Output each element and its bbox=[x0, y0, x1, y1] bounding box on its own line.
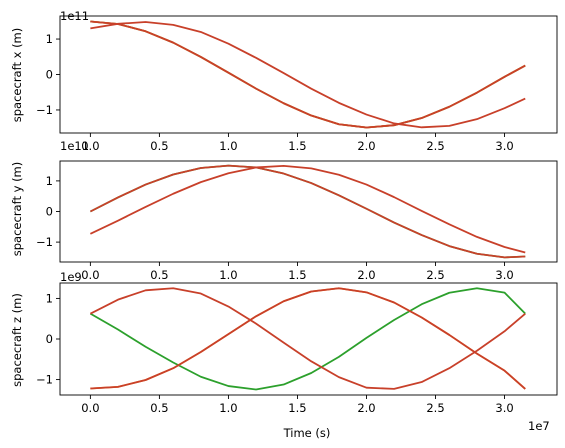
panel-2-y-axis-label: spacecraft y (m) bbox=[10, 162, 24, 256]
panel-2-x-tick-label: 2.0 bbox=[357, 268, 375, 282]
panel-3-series-group bbox=[89, 287, 526, 391]
panel-3-x-tick-label: 3.0 bbox=[495, 401, 513, 415]
panel-3-series-line-3 bbox=[89, 287, 526, 390]
panel-3-series-line-4 bbox=[90, 287, 526, 390]
panel-spacecraft-x: 0.0 0.5 1.0 1.5 2.0 2.5 3.0 −1 0 1 bbox=[36, 15, 558, 153]
panel-spacecraft-y: 0.0 0.5 1.0 1.5 2.0 2.5 3.0 −1 0 1 bbox=[36, 160, 558, 282]
panel-3-y-tick-label: 0 bbox=[46, 332, 53, 346]
panel-3-x-tick-label: 0.5 bbox=[150, 401, 168, 415]
panel-1-x-tick-label: 1.0 bbox=[219, 139, 237, 153]
panel-3-x-tick-label: 1.0 bbox=[219, 401, 237, 415]
panel-1-x-tick-label: 1.5 bbox=[288, 139, 306, 153]
panel-3-x-tick-label: 0.0 bbox=[81, 401, 99, 415]
panel-2-x-tick-label: 0.5 bbox=[150, 268, 168, 282]
panel-3-series-line-1 bbox=[89, 287, 526, 391]
panel-3-x-tick-label: 2.0 bbox=[357, 401, 375, 415]
panel-1-y-tick-label: −1 bbox=[36, 103, 53, 117]
panel-2-y-tick-label: 0 bbox=[46, 205, 53, 219]
panel-2-x-tick-label: 1.0 bbox=[219, 268, 237, 282]
panel-1-x-tick-label: 2.5 bbox=[426, 139, 444, 153]
panel-3-y-tick-label: −1 bbox=[36, 373, 53, 387]
panel-1-x-tick-label: 2.0 bbox=[357, 139, 375, 153]
panel-2-x-tick-label: 0.0 bbox=[81, 268, 99, 282]
panel-2-y-tick-label: −1 bbox=[36, 235, 53, 249]
panel-3-y-axis-label: spacecraft z (m) bbox=[10, 293, 24, 387]
panel-3-x-tick-label: 2.5 bbox=[426, 401, 444, 415]
panel-2-x-tick-label: 3.0 bbox=[495, 268, 513, 282]
panel-spacecraft-z: 0.0 0.5 1.0 1.5 2.0 2.5 3.0 −1 0 1 bbox=[36, 282, 558, 415]
panel-1-x-tick-label: 0.5 bbox=[150, 139, 168, 153]
panel-1-y-tick-label: 0 bbox=[46, 68, 53, 82]
panel-1-series-line-4 bbox=[90, 20, 526, 129]
panel-1-series-group bbox=[90, 20, 526, 129]
panel-3-x-axis-label: Time (s) bbox=[283, 426, 331, 440]
panel-1-series-line-3 bbox=[90, 21, 526, 129]
panel-2-x-tick-label: 2.5 bbox=[426, 268, 444, 282]
panel-1-y-axis-label: spacecraft x (m) bbox=[10, 28, 24, 122]
panel-2-series-line-2 bbox=[89, 165, 526, 254]
panel-1-y-tick-label: 1 bbox=[46, 32, 53, 46]
panel-1-x-tick-label: 3.0 bbox=[495, 139, 513, 153]
panel-2-y-tick-label: 1 bbox=[46, 174, 53, 188]
panel-2-series-line-3 bbox=[89, 164, 526, 259]
panel-1-x-tick-label: 0.0 bbox=[81, 139, 99, 153]
panel-3-y-tick-label: 1 bbox=[46, 291, 53, 305]
panel-2-y-offset-label: 1e11 bbox=[60, 139, 89, 153]
panel-3-x-tick-label: 1.5 bbox=[288, 401, 306, 415]
panel-3-y-offset-label: 1e9 bbox=[60, 270, 82, 284]
panel-2-series-group bbox=[89, 164, 526, 259]
panel-2-x-tick-label: 1.5 bbox=[288, 268, 306, 282]
panel-3-x-offset-label: 1e7 bbox=[528, 419, 550, 433]
